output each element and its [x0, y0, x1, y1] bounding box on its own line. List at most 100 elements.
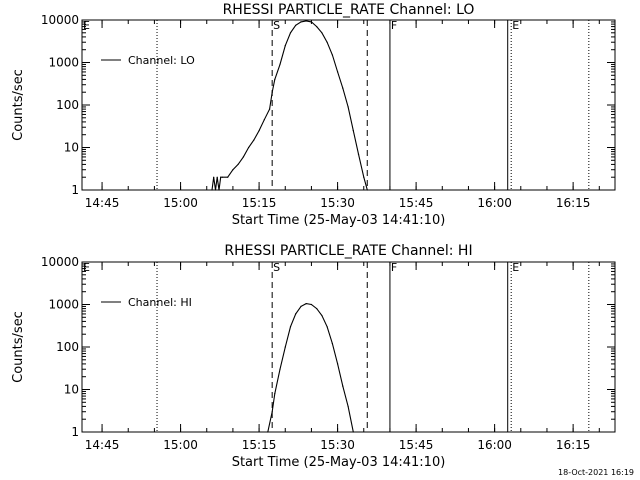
data-point	[331, 343, 333, 345]
data-point	[289, 32, 292, 34]
legend-entry: Channel: LO	[128, 54, 195, 67]
data-point	[366, 189, 368, 191]
x-tick-label: 14:45	[85, 438, 120, 452]
data-point	[342, 87, 344, 89]
x-tick-label: 16:15	[556, 438, 591, 452]
x-tick-label: 15:00	[163, 196, 198, 210]
x-tick-label: 15:30	[320, 438, 355, 452]
y-tick-label: 10	[64, 383, 79, 397]
data-point	[220, 176, 222, 178]
data-point	[289, 326, 292, 328]
data-point	[305, 303, 307, 305]
x-tick-label: 15:00	[163, 438, 198, 452]
y-tick-label: 100	[56, 340, 79, 354]
data-point	[284, 45, 286, 47]
event-marker-label: F	[391, 19, 397, 32]
data-point	[271, 411, 273, 413]
event-marker-label: S	[273, 19, 280, 32]
x-tick-label: 15:15	[242, 438, 277, 452]
event-marker-label: S	[273, 261, 280, 274]
y-tick-label: 10000	[41, 13, 79, 27]
x-tick-label: 15:15	[242, 196, 277, 210]
event-marker-label: E	[512, 261, 519, 274]
x-tick-label: 15:30	[320, 196, 355, 210]
data-point	[227, 176, 229, 178]
data-point	[232, 169, 234, 171]
y-axis-label: Counts/sec	[11, 69, 26, 141]
data-point	[213, 176, 215, 178]
data-point	[310, 21, 312, 23]
data-point	[274, 393, 276, 395]
y-tick-label: 1	[71, 425, 79, 439]
data-point	[295, 313, 297, 315]
data-point	[321, 314, 323, 317]
event-marker-label: F	[391, 261, 397, 274]
chart-title: RHESSI PARTICLE_RATE Channel: HI	[224, 243, 472, 259]
data-point	[357, 153, 360, 155]
x-tick-label: 14:45	[85, 196, 120, 210]
data-point	[248, 146, 250, 149]
data-point	[326, 41, 328, 43]
series-line	[211, 20, 368, 191]
data-point	[274, 78, 276, 80]
x-axis-label: Start Time (25-May-03 14:41:10)	[232, 213, 446, 228]
data-point	[258, 130, 260, 132]
data-point	[295, 24, 297, 26]
y-tick-label: 10	[64, 141, 79, 155]
data-point	[300, 21, 302, 23]
x-tick-label: 15:45	[399, 438, 434, 452]
data-point	[279, 63, 281, 65]
data-point	[326, 326, 328, 328]
x-tick-label: 16:00	[477, 196, 512, 210]
data-point	[269, 108, 271, 110]
data-point	[253, 139, 255, 141]
event-marker-label: E	[512, 19, 519, 32]
event-marker-label: E	[83, 261, 90, 274]
plot-frame	[81, 19, 616, 191]
x-tick-label: 16:15	[556, 196, 591, 210]
data-point	[337, 363, 339, 365]
data-point	[211, 189, 213, 191]
data-point	[271, 91, 273, 93]
x-tick-label: 15:45	[399, 196, 434, 210]
data-point	[242, 156, 244, 158]
data-point	[352, 431, 354, 433]
data-point	[337, 71, 339, 73]
data-point	[316, 308, 318, 310]
data-point	[316, 26, 318, 28]
data-point	[263, 119, 265, 121]
y-tick-label: 1000	[48, 298, 79, 312]
data-point	[216, 176, 218, 178]
x-tick-label: 16:00	[477, 438, 512, 452]
plot-channel-hi: RHESSI PARTICLE_RATE Channel: HI 1 10 100 10…	[11, 243, 616, 470]
data-point	[352, 130, 354, 132]
y-tick-label: 100	[56, 98, 79, 112]
plot-channel-lo: RHESSI PARTICLE_RATE Channel: LO 1 10 100 10…	[11, 2, 616, 228]
data-point	[331, 54, 333, 56]
data-point	[310, 303, 312, 306]
event-marker-label: E	[83, 19, 90, 32]
legend-entry: Channel: HI	[128, 296, 192, 309]
data-point	[214, 189, 217, 191]
data-point	[237, 163, 239, 165]
data-point	[321, 32, 323, 34]
data-point	[305, 20, 307, 22]
series-line	[267, 303, 354, 433]
y-axis-label: Counts/sec	[11, 311, 26, 383]
y-tick-label: 10000	[41, 255, 79, 269]
data-point	[279, 368, 281, 370]
data-point	[347, 405, 349, 407]
y-tick-label: 1000	[48, 56, 79, 70]
data-point	[284, 346, 286, 348]
date-stamp: 18-Oct-2021 16:19	[558, 468, 634, 477]
data-point	[300, 305, 302, 307]
data-point	[347, 106, 349, 108]
data-point	[218, 189, 220, 191]
data-point	[267, 431, 269, 433]
x-axis-label: Start Time (25-May-03 14:41:10)	[232, 455, 446, 470]
data-point	[363, 176, 365, 178]
y-tick-label: 1	[71, 183, 79, 197]
data-point	[221, 176, 223, 178]
data-point	[342, 385, 344, 387]
